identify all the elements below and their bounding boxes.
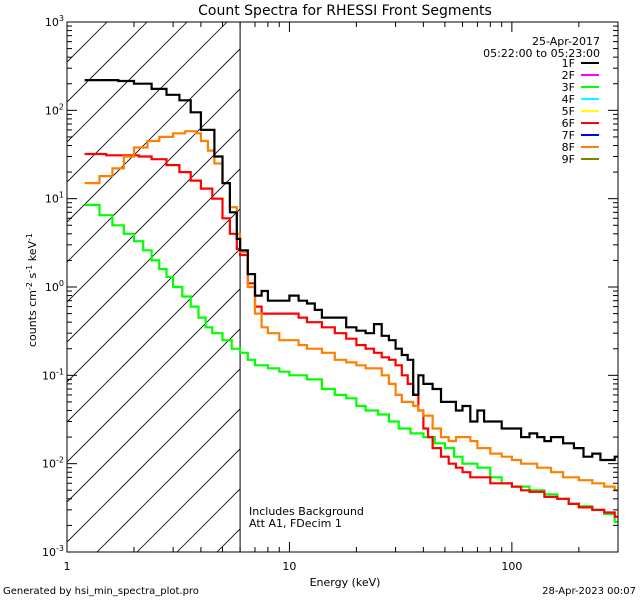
legend-label: 2F [562,69,575,82]
hatch-line [67,22,188,143]
legend-label: 1F [562,57,575,70]
y-tick-label: 101 [45,191,64,206]
y-tick-exponent: -1 [56,367,64,376]
y-tick-base: 10 [42,369,56,382]
y-tick-exponent: 3 [59,14,64,23]
hatch-line [67,368,241,543]
legend-label: 5F [562,105,575,118]
series-line-1f [84,79,618,462]
series-line-6f [84,152,618,518]
series-line-8f [84,130,618,492]
series-group [84,79,618,523]
legend-label: 6F [562,117,575,130]
y-tick-exponent: 2 [59,102,64,111]
chart-title: Count Spectra for RHESSI Front Segments [198,3,492,19]
y-tick-base: 10 [42,458,56,471]
annotation-line-1: Includes Background [249,505,364,518]
y-tick-base: 10 [45,16,59,29]
y-tick-base: 10 [45,104,59,117]
x-tick-label: 1 [64,560,71,573]
y-tick-label: 103 [45,14,64,29]
hatch-lines [67,22,241,552]
hatch-line [67,328,241,503]
y-axis-label: counts cm-2 s-1 keV-1 [25,233,39,347]
date-label: 25-Apr-2017 [532,35,600,48]
y-tick-base: 10 [45,193,59,206]
hatch-line [67,168,241,343]
legend-label: 3F [562,81,575,94]
annotation-line-2: Att A1, FDecim 1 [249,517,342,530]
y-tick-exponent: 0 [59,279,64,288]
y-tick-exponent: -2 [56,456,64,465]
hatch-line [216,528,241,552]
hatch-line [67,128,241,303]
footer-left: Generated by hsi_min_spectra_plot.pro [3,586,199,597]
y-tick-exponent: -3 [56,544,64,553]
time-range-label: 05:22:00 to 05:23:00 [483,47,600,60]
plot-frame [66,21,619,553]
footer-right: 28-Apr-2023 00:07 [542,586,636,597]
hatch-line [67,48,241,223]
hatch-line [67,208,241,383]
y-tick-label: 102 [45,102,64,117]
hatch-line [67,88,241,263]
y-tick-exponent: 1 [59,191,64,200]
x-tick-label: 10 [282,560,296,573]
legend-label: 8F [562,141,575,154]
y-tick-label: 10-1 [42,367,64,382]
hatch-line [136,448,241,552]
y-tick-label: 10-3 [42,544,64,559]
hatch-line [67,22,228,183]
excluded-energy-region [67,22,241,552]
x-axis-label: Energy (keV) [310,576,381,589]
hatch-line [67,248,241,423]
legend-label: 7F [562,129,575,142]
legend-label: 4F [562,93,575,106]
y-tick-base: 10 [45,281,59,294]
hatch-line [96,408,241,552]
legend-label: 9F [562,153,575,166]
x-tick-label: 100 [501,560,522,573]
y-tick-base: 10 [42,546,56,559]
y-tick-label: 10-2 [42,456,64,471]
y-tick-label: 100 [45,279,64,294]
